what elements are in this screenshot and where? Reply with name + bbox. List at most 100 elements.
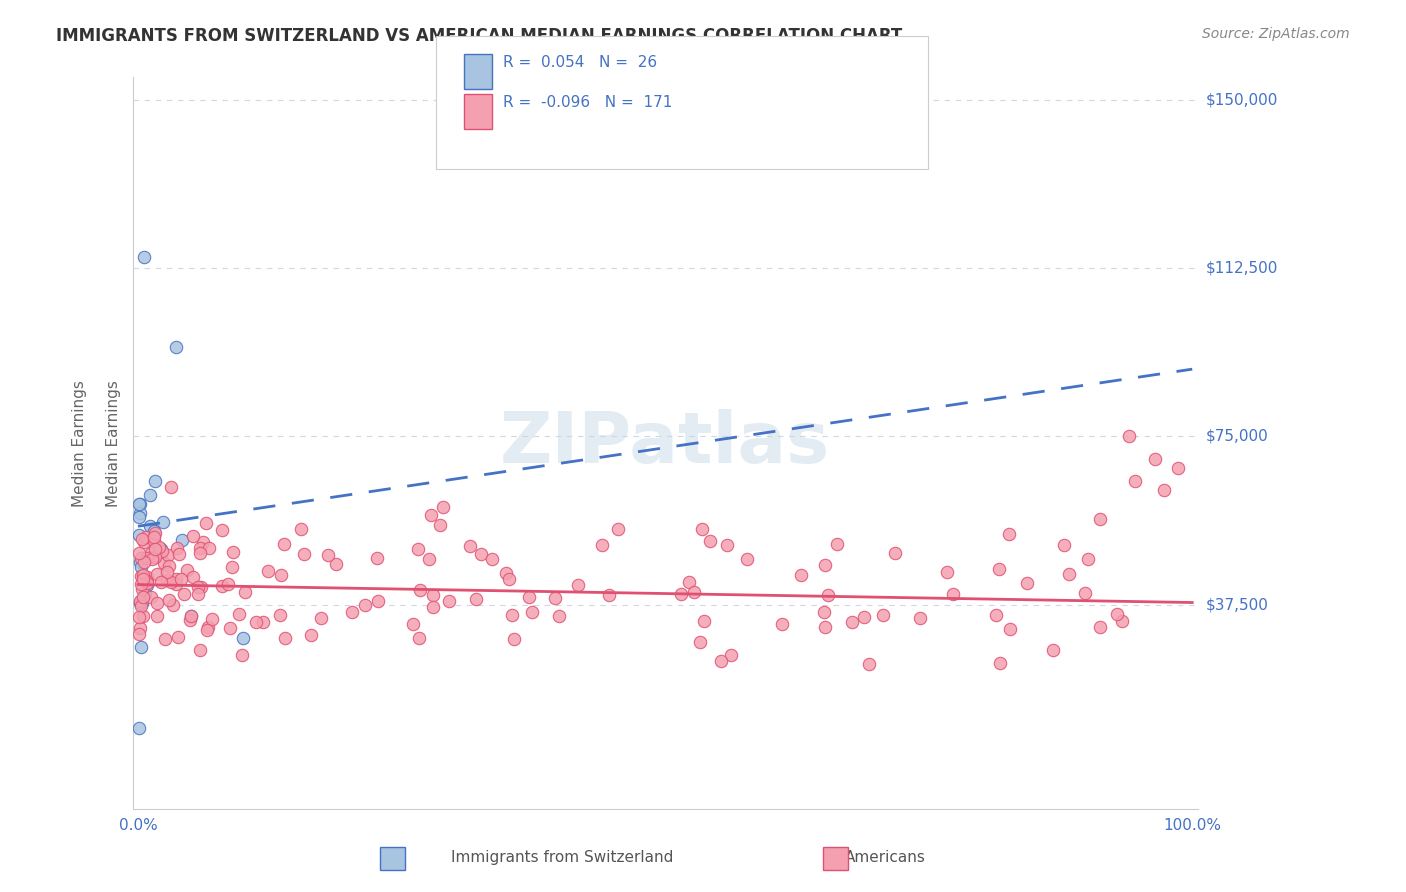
Text: $112,500: $112,500	[1206, 260, 1278, 276]
Point	[165, 577, 187, 591]
Point	[138, 488, 160, 502]
Point	[735, 552, 758, 566]
Point	[883, 546, 905, 560]
Point	[432, 500, 454, 514]
Point	[152, 544, 174, 558]
Point	[710, 654, 733, 668]
Point	[273, 537, 295, 551]
Point	[1123, 475, 1146, 489]
Point	[132, 590, 155, 604]
Text: $75,000: $75,000	[1206, 429, 1268, 444]
Point	[172, 533, 194, 547]
Point	[132, 572, 155, 586]
Point	[157, 548, 180, 562]
Point	[173, 587, 195, 601]
Point	[325, 557, 347, 571]
Point	[132, 608, 155, 623]
Point	[290, 522, 312, 536]
Point	[678, 574, 700, 589]
Point	[129, 599, 152, 614]
Point	[235, 584, 257, 599]
Point	[165, 572, 187, 586]
Point	[176, 563, 198, 577]
Point	[142, 550, 165, 565]
Point	[841, 615, 863, 629]
Point	[142, 524, 165, 538]
Point	[188, 541, 211, 555]
Point	[813, 605, 835, 619]
Point	[166, 541, 188, 555]
Point	[408, 631, 430, 645]
Point	[131, 595, 153, 609]
Point	[1059, 566, 1081, 581]
Point	[522, 605, 544, 619]
Point	[188, 546, 211, 560]
Point	[367, 594, 389, 608]
Point	[817, 588, 839, 602]
Point	[1077, 552, 1099, 566]
Point	[135, 574, 157, 589]
Point	[299, 628, 322, 642]
Point	[1143, 451, 1166, 466]
Point	[429, 517, 451, 532]
Point	[211, 524, 233, 538]
Text: $37,500: $37,500	[1206, 598, 1268, 612]
Point	[181, 570, 204, 584]
Point	[142, 530, 165, 544]
Point	[567, 577, 589, 591]
Point	[160, 480, 183, 494]
Text: R =  -0.096   N =  171: R = -0.096 N = 171	[503, 95, 672, 110]
Point	[942, 587, 965, 601]
Point	[340, 605, 363, 619]
Point	[908, 611, 931, 625]
Point	[195, 516, 218, 530]
Point	[145, 596, 167, 610]
Point	[988, 656, 1011, 670]
Point	[141, 552, 163, 566]
Point	[825, 537, 848, 551]
Point	[146, 609, 169, 624]
Point	[936, 565, 959, 579]
Point	[129, 506, 152, 520]
Point	[689, 635, 711, 649]
Text: Source: ZipAtlas.com: Source: ZipAtlas.com	[1202, 27, 1350, 41]
Text: 0.0%: 0.0%	[118, 818, 157, 833]
Point	[1073, 586, 1095, 600]
Point	[156, 573, 179, 587]
Point	[143, 526, 166, 541]
Point	[157, 593, 180, 607]
Point	[129, 577, 152, 591]
Point	[131, 568, 153, 582]
Point	[692, 614, 714, 628]
Point	[188, 643, 211, 657]
Point	[503, 632, 526, 647]
Point	[988, 562, 1011, 576]
Point	[422, 599, 444, 614]
Point	[720, 648, 742, 662]
Point	[211, 578, 233, 592]
Point	[134, 586, 156, 600]
Point	[153, 632, 176, 646]
Point	[217, 577, 239, 591]
Point	[165, 340, 187, 354]
Text: $150,000: $150,000	[1206, 93, 1278, 107]
Point	[136, 577, 159, 591]
Point	[309, 610, 332, 624]
Point	[179, 613, 201, 627]
Point	[129, 595, 152, 609]
Point	[274, 631, 297, 645]
Point	[136, 576, 159, 591]
Point	[1090, 620, 1112, 634]
Point	[231, 648, 253, 662]
Point	[269, 607, 291, 622]
Point	[128, 721, 150, 735]
Point	[228, 607, 250, 622]
Point	[128, 627, 150, 641]
Point	[170, 572, 193, 586]
Point	[1153, 483, 1175, 498]
Text: IMMIGRANTS FROM SWITZERLAND VS AMERICAN MEDIAN EARNINGS CORRELATION CHART: IMMIGRANTS FROM SWITZERLAND VS AMERICAN …	[56, 27, 903, 45]
Point	[1105, 607, 1128, 621]
Point	[131, 532, 153, 546]
Point	[138, 519, 160, 533]
Point	[683, 585, 706, 599]
